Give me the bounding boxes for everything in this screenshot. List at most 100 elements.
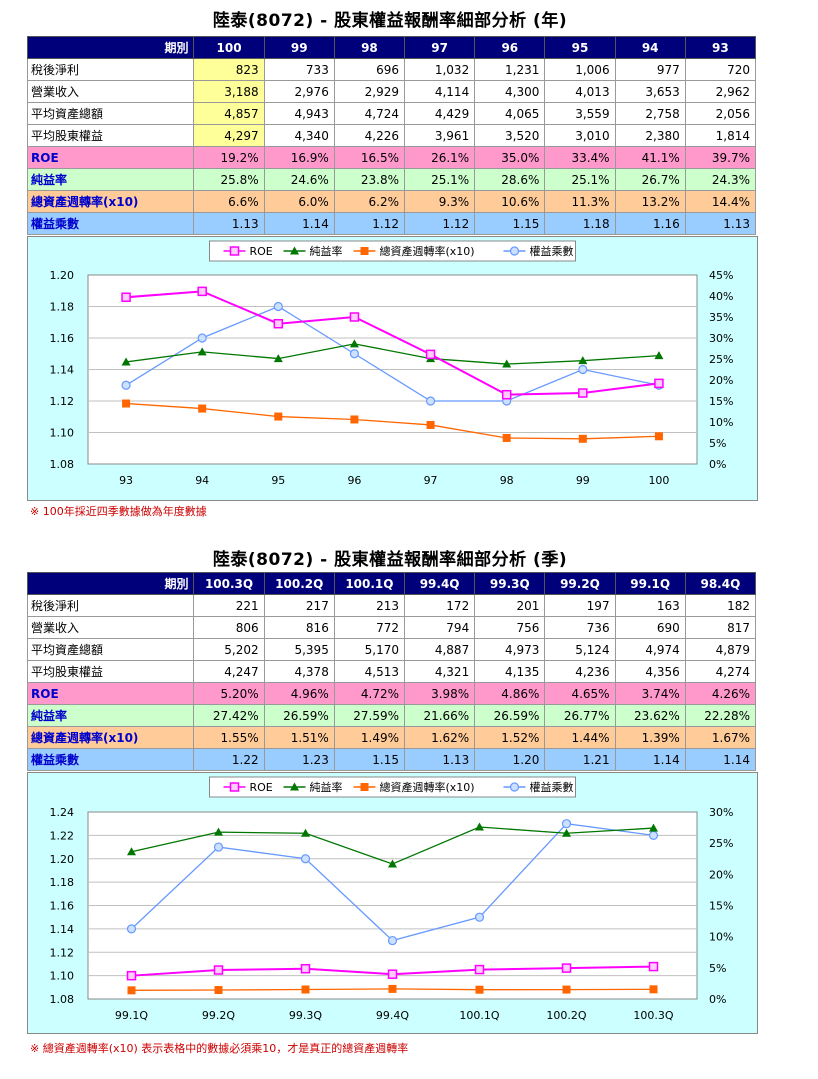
period-column-header: 96 xyxy=(474,36,546,59)
legend-label: 純益率 xyxy=(310,780,343,794)
period-column-header: 100.3Q xyxy=(193,572,265,595)
table-cell: 1.22 xyxy=(193,748,265,771)
data-point xyxy=(300,854,311,864)
period-column-header: 99.3Q xyxy=(474,572,546,595)
table-cell: 3,653 xyxy=(614,80,686,103)
table-cell: 3.74% xyxy=(614,682,686,705)
chart-legend xyxy=(209,240,576,262)
table-cell: 1.20 xyxy=(474,748,546,771)
x-tick-label: 99.4Q xyxy=(376,1009,409,1022)
table-cell: 23.8% xyxy=(333,168,406,191)
table-cell: 720 xyxy=(684,58,757,81)
row-label: 權益乘數 xyxy=(26,212,195,235)
table-cell: 172 xyxy=(404,594,476,617)
table-cell: 1,231 xyxy=(474,58,546,81)
data-point xyxy=(301,985,310,994)
x-tick-label: 100.3Q xyxy=(633,1009,673,1022)
table-row: 平均資產總額 5,202 5,395 5,170 4,887 4,973 5,124 4,97… xyxy=(26,638,757,661)
table-cell: 816 xyxy=(263,616,335,639)
table-cell: 4.65% xyxy=(544,682,616,705)
table-cell: 4,135 xyxy=(474,660,546,683)
period-column-header: 100.2Q xyxy=(263,572,335,595)
table-cell: 1.15 xyxy=(474,212,546,235)
series-group xyxy=(126,819,659,946)
row-label: 營業收入 xyxy=(26,616,195,639)
legend-item: 權益乘數 xyxy=(503,780,574,794)
table-cell: 1.14 xyxy=(614,748,686,771)
table-cell: 4,378 xyxy=(263,660,335,683)
annual-chart: ROE 純益率 總資產週轉率(x10) 權益乘數 1.08 1.10 1.12 1.14 1.1… xyxy=(27,236,758,501)
data-point xyxy=(213,842,224,852)
period-column-header: 98.4Q xyxy=(684,572,757,595)
y-right-tick-label: 10% xyxy=(709,416,733,429)
table-cell: 4,114 xyxy=(404,80,476,103)
period-column-header: 94 xyxy=(614,36,686,59)
y-left-tick-label: 1.24 xyxy=(50,806,75,819)
y-left-tick-label: 1.14 xyxy=(50,923,75,936)
table-cell: 6.6% xyxy=(193,190,265,213)
table-cell: 24.6% xyxy=(263,168,335,191)
data-point xyxy=(562,985,571,994)
x-tick-label: 97 xyxy=(424,474,438,487)
data-point xyxy=(122,399,131,408)
table-cell: 1.55% xyxy=(193,726,265,749)
legend-item: 權益乘數 xyxy=(503,244,574,258)
table-cell: 4.96% xyxy=(263,682,335,705)
data-point xyxy=(349,349,360,359)
data-point xyxy=(649,823,658,832)
data-point xyxy=(648,961,659,972)
row-label: 平均資產總額 xyxy=(26,102,195,125)
legend-label: 權益乘數 xyxy=(530,780,574,794)
data-point xyxy=(349,312,360,322)
y-right-tick-label: 0% xyxy=(709,993,726,1006)
y-right-tick-label: 40% xyxy=(709,290,733,303)
table-cell: 6.0% xyxy=(263,190,335,213)
table-cell: 1.14 xyxy=(263,212,335,235)
table-cell: 23.62% xyxy=(614,704,686,727)
x-tick-label: 93 xyxy=(119,474,133,487)
data-point xyxy=(578,434,587,443)
table-row: 權益乘數 1.13 1.14 1.12 1.12 1.15 1.18 1.16 1.13 xyxy=(26,212,757,235)
table-cell: 9.3% xyxy=(404,190,476,213)
table-cell: 10.6% xyxy=(474,190,546,213)
x-tick-label: 99.3Q xyxy=(289,1009,322,1022)
table-cell: 756 xyxy=(474,616,546,639)
table-cell: 736 xyxy=(544,616,616,639)
data-point xyxy=(654,432,663,441)
data-point xyxy=(214,827,223,836)
legend-marker xyxy=(290,246,299,255)
y-right-tick-label: 5% xyxy=(709,437,726,450)
table-cell: 3,961 xyxy=(404,124,476,147)
x-tick-label: 94 xyxy=(195,474,209,487)
legend-marker xyxy=(290,782,299,791)
table-cell: 696 xyxy=(333,58,406,81)
y-left-tick-label: 1.14 xyxy=(50,364,75,377)
table-cell: 33.4% xyxy=(544,146,616,169)
data-point xyxy=(426,420,435,429)
y-right-tick-label: 35% xyxy=(709,311,733,324)
annual-table: 期別 100 99 98 97 96 95 94 93 稅後淨利 823 733 696 1,032 1,2… xyxy=(26,36,757,235)
y-left-tick-label: 1.20 xyxy=(50,853,75,866)
table-cell: 24.3% xyxy=(684,168,757,191)
table-cell: 1.12 xyxy=(333,212,406,235)
table-cell: 1.16 xyxy=(614,212,686,235)
series-line xyxy=(126,402,659,440)
table-cell: 26.59% xyxy=(263,704,335,727)
data-point xyxy=(273,354,283,363)
period-column-header: 97 xyxy=(404,36,476,59)
table-cell: 1.13 xyxy=(193,212,265,235)
y-right-tick-label: 30% xyxy=(709,806,733,819)
period-column-header: 99.1Q xyxy=(614,572,686,595)
y-right-tick-label: 20% xyxy=(709,374,733,387)
table-cell: 27.59% xyxy=(333,704,406,727)
data-point xyxy=(197,347,207,356)
data-point xyxy=(578,364,588,375)
period-column-header: 95 xyxy=(544,36,616,59)
y-left-tick-label: 1.08 xyxy=(50,993,75,1006)
row-label: ROE xyxy=(26,682,195,705)
table-cell: 4,065 xyxy=(474,102,546,125)
data-point xyxy=(474,964,485,975)
row-label: ROE xyxy=(26,146,195,169)
table-cell: 19.2% xyxy=(193,146,265,169)
table-cell: 4.86% xyxy=(474,682,546,705)
